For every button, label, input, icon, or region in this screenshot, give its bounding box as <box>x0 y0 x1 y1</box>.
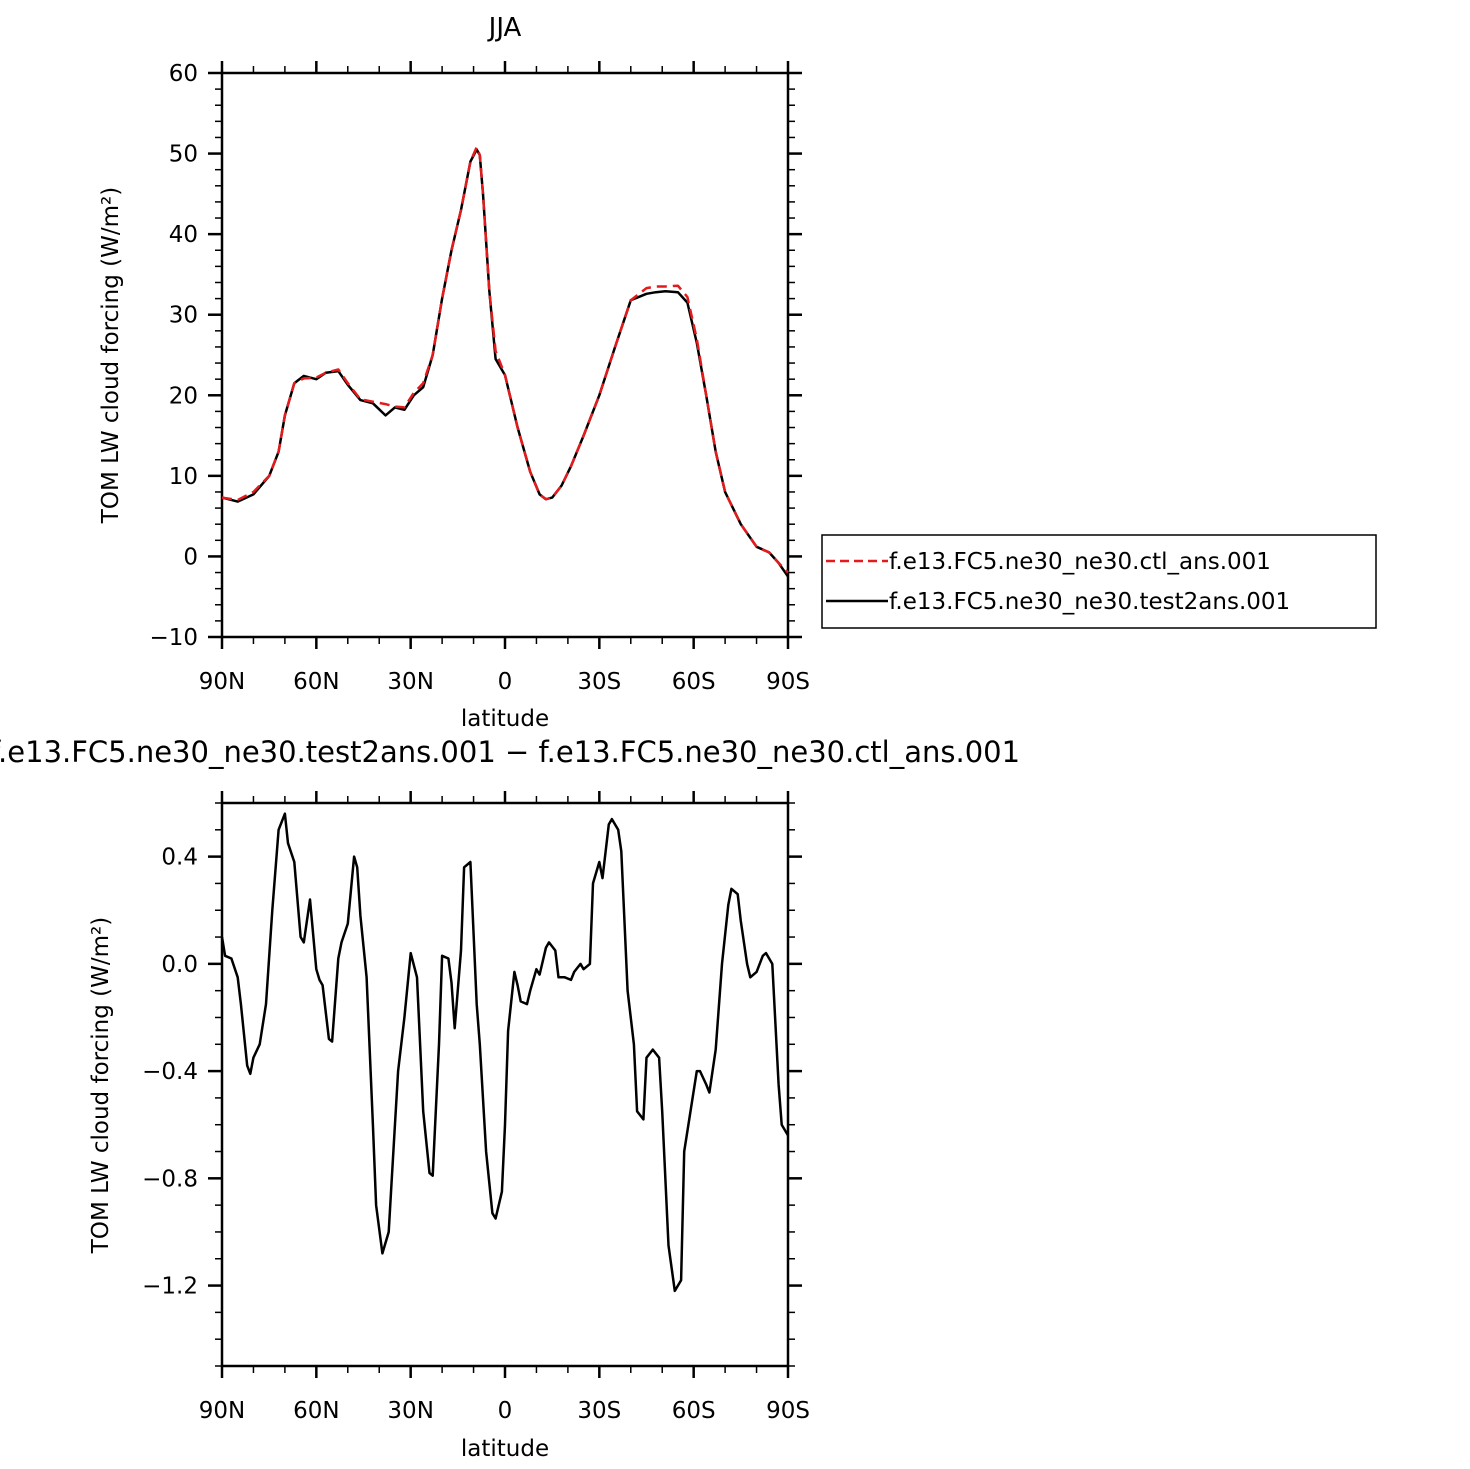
series-line <box>221 145 789 574</box>
x-axis-label: latitude <box>461 1436 549 1462</box>
y-tick-label: −1.2 <box>142 1274 198 1300</box>
x-tick-label: 90N <box>199 1398 245 1424</box>
y-tick-label: −10 <box>149 625 198 651</box>
y-tick-label: 50 <box>169 142 198 168</box>
x-tick-label: 0 <box>498 669 513 695</box>
legend-frame <box>821 534 1377 629</box>
y-tick-label: 60 <box>169 61 198 87</box>
x-tick-label: 0 <box>498 1398 513 1424</box>
x-tick-label: 60S <box>672 1398 716 1424</box>
legend: f.e13.FC5.ne30_ne30.ctl_ans.001 f.e13.FC… <box>821 534 1377 629</box>
y-tick-label: 0 <box>183 544 198 570</box>
chart-title: f.e13.FC5.ne30_ne30.test2ans.001 − f.e13… <box>0 735 1020 769</box>
y-tick-label: 10 <box>169 464 198 490</box>
y-tick-label: 0.4 <box>161 845 198 871</box>
y-tick-label: −0.4 <box>142 1059 198 1085</box>
x-tick-label: 60S <box>672 669 716 695</box>
plot-area: 90N 60N 30N 0 30S 60S 90S −10 0 10 20 30 40 50 60 <box>149 61 810 695</box>
difference-panel: f.e13.FC5.ne30_ne30.test2ans.001 − f.e13… <box>0 735 1020 1462</box>
y-tick-label: −0.8 <box>142 1166 198 1192</box>
x-tick-label: 30S <box>577 669 621 695</box>
x-tick-label: 30N <box>387 1398 433 1424</box>
series-line <box>220 812 790 1293</box>
y-tick-label: 40 <box>169 222 198 248</box>
chart-title: JJA <box>487 13 522 43</box>
x-tick-label: 90N <box>199 669 245 695</box>
x-axis-label: latitude <box>461 706 549 732</box>
zonal-mean-panel: JJA 90N 60N 30N 0 30S 60S 90S−100102030405060 … <box>98 13 1377 732</box>
x-tick-label: 60N <box>293 669 339 695</box>
y-tick-label: 20 <box>169 383 198 409</box>
y-axis-label: TOM LW cloud forcing (W/m²) <box>98 187 124 524</box>
x-tick-label: 30S <box>577 1398 621 1424</box>
x-tick-label: 90S <box>766 1398 810 1424</box>
x-tick-label: 60N <box>293 1398 339 1424</box>
y-tick-label: 30 <box>169 303 198 329</box>
plot-area: 90N 60N 30N 0 30S 60S 90S −1.2 −0.8 −0.4 0.0 0.4 <box>142 791 810 1424</box>
y-axis-label: TOM LW cloud forcing (W/m²) <box>88 917 114 1254</box>
x-tick-label: 30N <box>387 669 433 695</box>
y-tick-label: 0.0 <box>161 952 198 978</box>
x-tick-label: 90S <box>766 669 810 695</box>
legend-label-ctl: f.e13.FC5.ne30_ne30.ctl_ans.001 <box>889 549 1271 575</box>
legend-label-test: f.e13.FC5.ne30_ne30.test2ans.001 <box>889 589 1290 615</box>
